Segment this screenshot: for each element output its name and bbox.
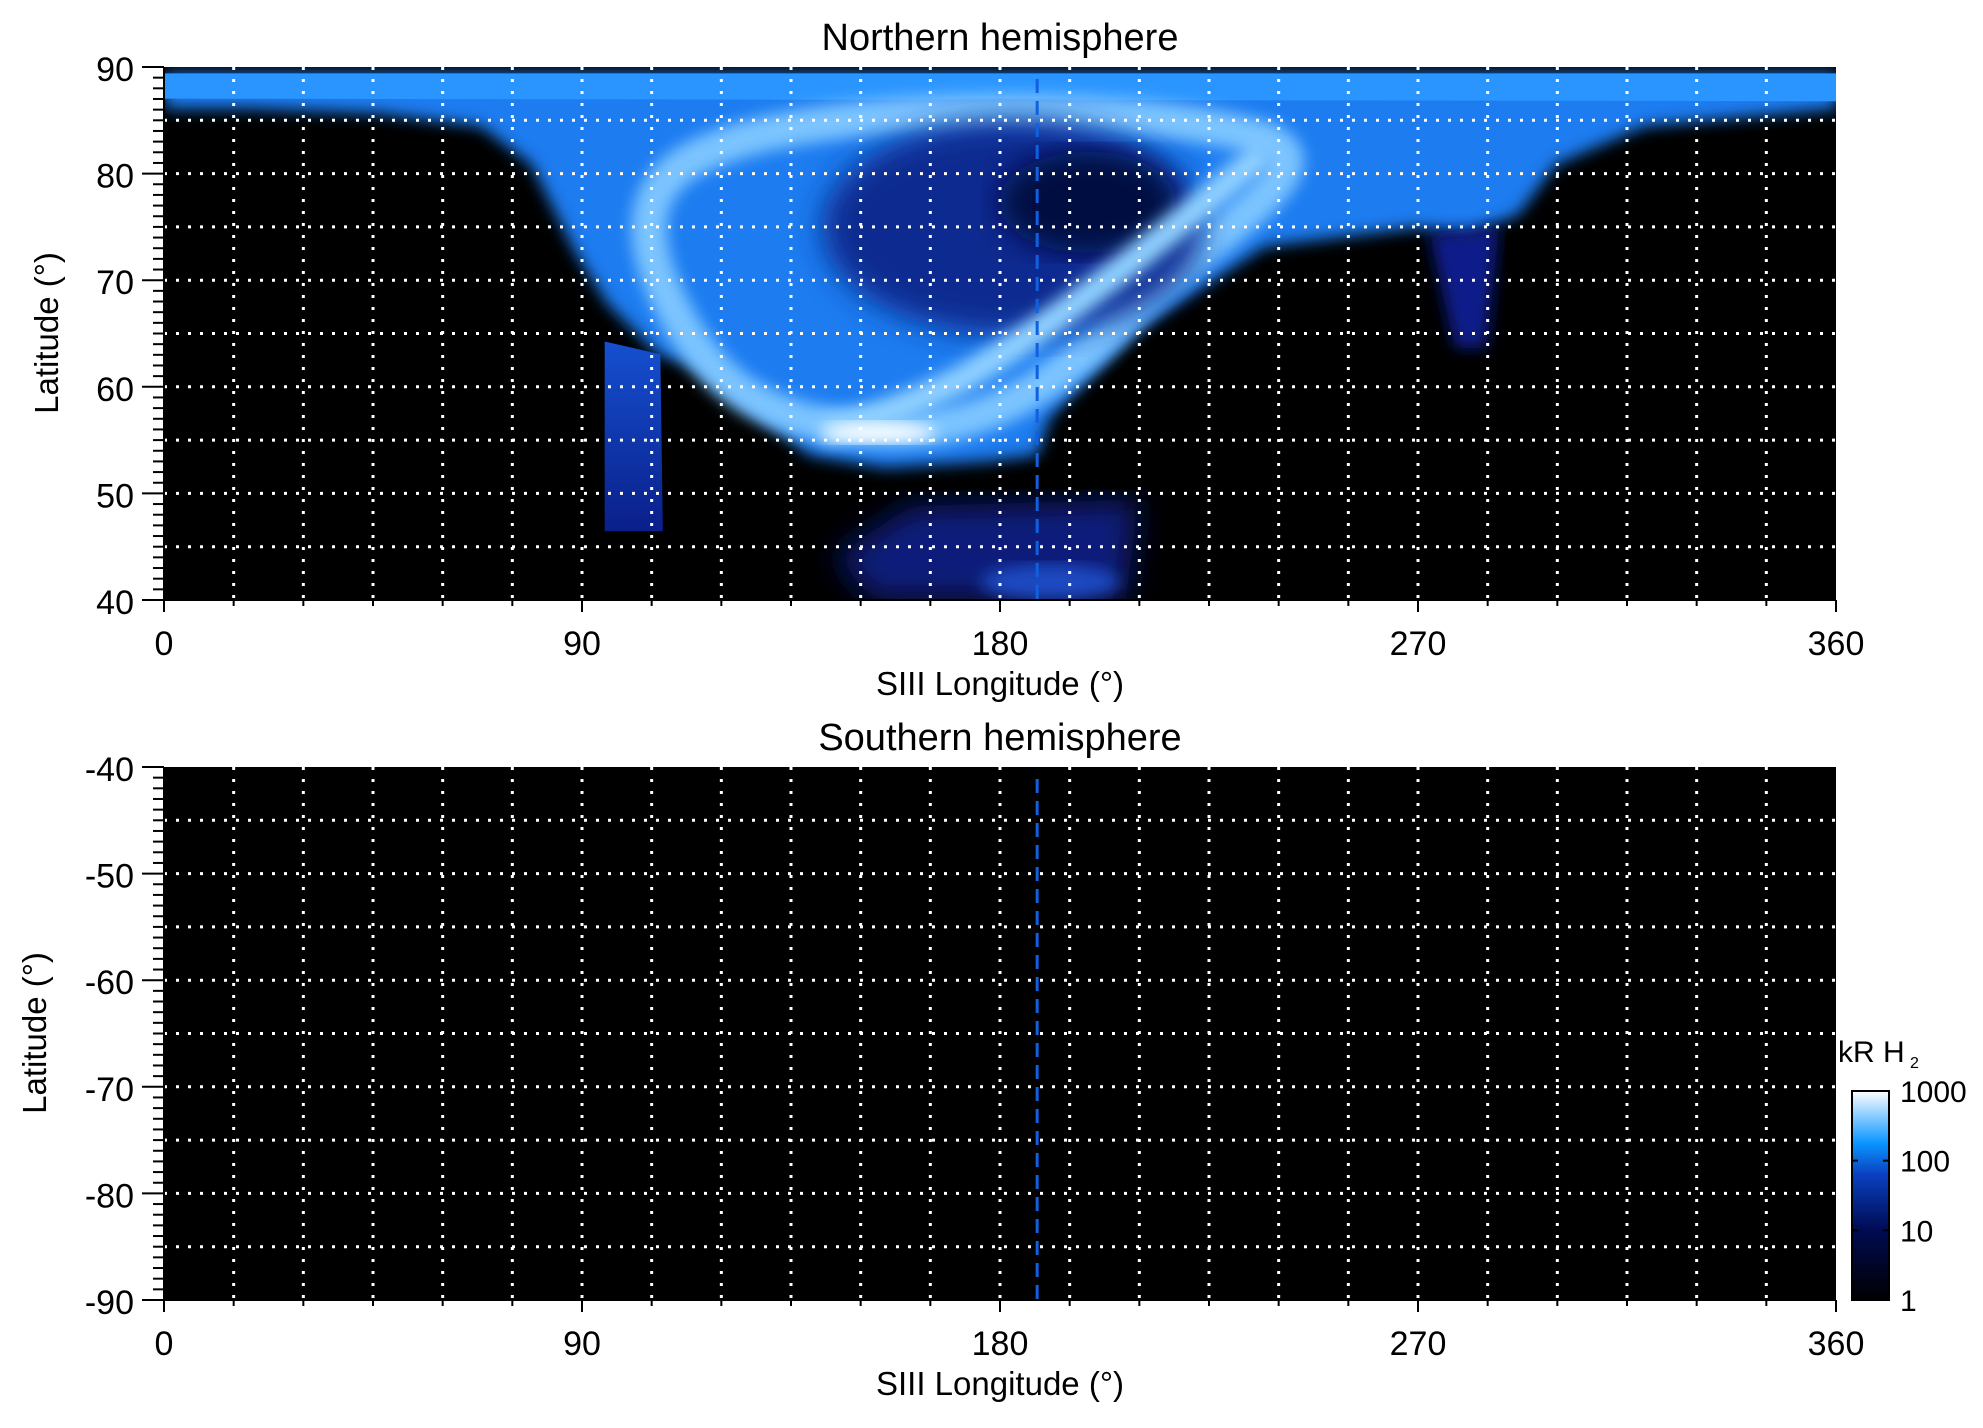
colorbar-tick-label: 1000 bbox=[1900, 1076, 1967, 1109]
south-grid bbox=[164, 767, 1836, 1300]
emission-diagonal-ribbon bbox=[819, 141, 1274, 444]
emission-low-latitude-core bbox=[980, 564, 1120, 600]
north-x-tick-label: 270 bbox=[1390, 625, 1447, 663]
emission-tail bbox=[604, 341, 663, 532]
colorbar-label-subscript: 2 bbox=[1910, 1055, 1919, 1072]
north-axes: 0 90 180 270 360 40 50 60 70 80 90 bbox=[96, 51, 1864, 663]
colorbar: kR H 2 1 10 100 1000 bbox=[1838, 1036, 1967, 1318]
colorbar-label: kR H bbox=[1838, 1036, 1905, 1069]
north-title: Northern hemisphere bbox=[822, 17, 1179, 59]
south-ylabel: Latitude (°) bbox=[16, 952, 53, 1114]
north-x-tick-label: 90 bbox=[563, 625, 601, 663]
south-title: Southern hemisphere bbox=[818, 717, 1181, 759]
colorbar-tick-label: 1 bbox=[1900, 1285, 1917, 1318]
colorbar-ticks: 1 10 100 1000 bbox=[1852, 1076, 1967, 1318]
south-y-tick-label: -60 bbox=[85, 964, 134, 1002]
north-y-tick-label: 70 bbox=[96, 264, 134, 302]
south-y-tick-label: -70 bbox=[85, 1071, 134, 1109]
south-y-tick-label: -50 bbox=[85, 858, 134, 896]
colorbar-tick-label: 10 bbox=[1900, 1215, 1933, 1248]
south-y-tick-label: -40 bbox=[85, 751, 134, 789]
south-xlabel: SIII Longitude (°) bbox=[876, 1365, 1124, 1402]
emission-dark-streak bbox=[1429, 227, 1500, 348]
north-y-tick-label: 80 bbox=[96, 158, 134, 196]
south-axes: 0 90 180 270 360 -40 -50 -60 -70 -80 -90 bbox=[85, 751, 1865, 1363]
north-xlabel: SIII Longitude (°) bbox=[876, 665, 1124, 702]
north-y-tick-label: 50 bbox=[96, 477, 134, 515]
south-x-tick-label: 270 bbox=[1390, 1325, 1447, 1363]
emission-main-oval bbox=[631, 94, 1304, 449]
south-x-tick-label: 180 bbox=[972, 1325, 1029, 1363]
south-x-tick-label: 360 bbox=[1808, 1325, 1865, 1363]
south-x-tick-label: 90 bbox=[563, 1325, 601, 1363]
south-y-tick-label: -80 bbox=[85, 1177, 134, 1215]
south-y-tick-label: -90 bbox=[85, 1284, 134, 1322]
north-y-tick-label: 90 bbox=[96, 51, 134, 89]
emission-bright-spot bbox=[822, 422, 937, 443]
north-x-tick-label: 180 bbox=[972, 625, 1029, 663]
north-ylabel: Latitude (°) bbox=[28, 252, 65, 414]
north-y-tick-label: 40 bbox=[96, 584, 134, 622]
north-x-tick-label: 0 bbox=[155, 625, 174, 663]
north-grid bbox=[164, 67, 1836, 600]
south-x-tick-label: 0 bbox=[155, 1325, 174, 1363]
colorbar-tick-label: 100 bbox=[1900, 1146, 1950, 1179]
southern-panel: Southern hemisphere 0 90 180 270 360 -40 -50 -6… bbox=[16, 717, 1864, 1402]
north-y-tick-label: 60 bbox=[96, 371, 134, 409]
northern-panel: Northern hemisphere 0 90 180 270 360 40 50 60 70… bbox=[28, 17, 1864, 702]
emission-inner-darkest bbox=[999, 151, 1177, 253]
north-x-tick-label: 360 bbox=[1808, 625, 1865, 663]
colorbar-gradient bbox=[1851, 1090, 1890, 1301]
